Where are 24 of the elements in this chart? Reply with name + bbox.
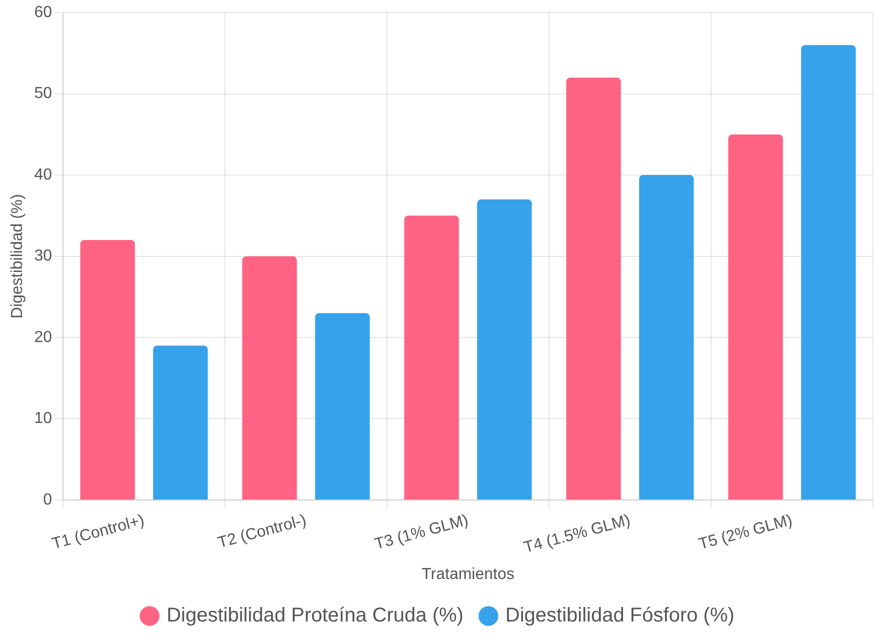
- bar: [242, 256, 297, 500]
- bar: [80, 240, 135, 500]
- bar: [315, 313, 370, 500]
- x-axis-title: Tratamientos: [422, 566, 514, 583]
- y-tick-label: 40: [34, 166, 52, 184]
- legend-label: Digestibilidad Fósforo (%): [505, 604, 734, 627]
- x-tick-label: T5 (2% GLM): [697, 512, 794, 554]
- legend-label: Digestibilidad Proteína Cruda (%): [166, 604, 464, 627]
- bar: [566, 78, 621, 500]
- x-tick-label: T4 (1.5% GLM): [522, 512, 632, 557]
- bar: [639, 175, 694, 500]
- bar: [404, 216, 459, 500]
- y-tick-label: 50: [34, 85, 52, 102]
- y-tick-label: 0: [43, 491, 52, 508]
- bar: [728, 134, 783, 500]
- y-tick-label: 10: [34, 410, 52, 428]
- bar: [477, 199, 532, 500]
- bar: [153, 346, 208, 500]
- y-tick-label: 20: [34, 328, 52, 346]
- y-tick-label: 60: [34, 4, 52, 22]
- y-tick-label: 30: [34, 248, 52, 265]
- x-tick-label: T3 (1% GLM): [373, 512, 470, 554]
- y-axis-title: Digestibilidad (%): [9, 194, 26, 319]
- bar: [801, 45, 856, 500]
